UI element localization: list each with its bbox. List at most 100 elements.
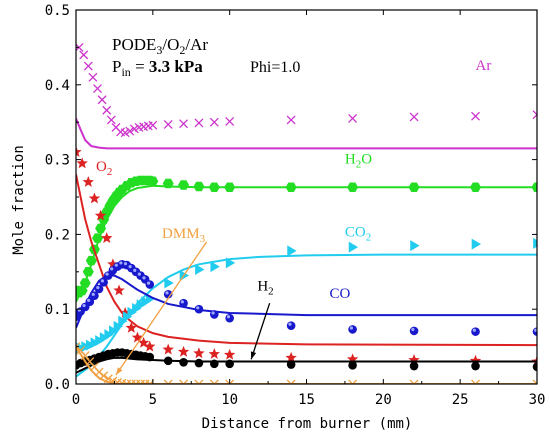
o2-data-point <box>177 345 190 357</box>
ar-data-point <box>194 118 204 128</box>
o2-data-point <box>162 343 174 355</box>
h2o-data-point <box>162 178 174 189</box>
ar-data-point <box>209 117 219 127</box>
ar-data-point <box>471 111 480 121</box>
ar-data-point <box>79 50 89 60</box>
dmm3-data-point <box>163 379 173 384</box>
o2-data-point <box>144 340 156 352</box>
dmm3-data-point <box>532 379 537 384</box>
h2-data-point <box>179 358 188 367</box>
y-tick-label: 0.4 <box>45 78 70 94</box>
o2-data-point <box>137 336 150 348</box>
o2-data-point <box>76 146 82 157</box>
o2-data-point <box>113 284 125 296</box>
y-tick-label: 0.1 <box>45 302 70 318</box>
h2-data-point <box>210 359 219 369</box>
co-marker-highlight <box>105 272 109 276</box>
o2-data-point <box>223 348 236 360</box>
co-marker-highlight <box>165 291 169 295</box>
phi-label: Phi=1.0 <box>250 59 300 76</box>
co-marker-highlight <box>114 263 118 267</box>
h2o-data-point <box>531 182 537 193</box>
o2-model-line <box>76 174 537 347</box>
o2-data-point <box>131 331 144 343</box>
h2-pointer-head <box>250 351 257 360</box>
dmm3-data-point <box>194 379 204 384</box>
co-marker-highlight <box>82 303 86 308</box>
co-marker-highlight <box>87 298 91 302</box>
x-tick-label: 15 <box>298 392 315 408</box>
co-data-point <box>409 326 419 336</box>
series-ar <box>76 42 537 150</box>
co-marker-highlight <box>288 322 292 326</box>
species-label-dmm3: DMM3 <box>162 226 206 245</box>
o2-data-point <box>285 351 297 363</box>
co-marker-highlight <box>110 267 114 271</box>
dmm3-data-point <box>348 379 358 384</box>
dmm3-data-point <box>113 378 122 384</box>
co-marker-highlight <box>133 268 137 272</box>
ar-data-point <box>532 110 537 120</box>
dmm3-data-point <box>209 379 219 384</box>
co-marker-highlight <box>472 328 476 332</box>
o2-data-point <box>119 306 131 318</box>
dmm3-data-point <box>179 379 189 384</box>
ar-data-point <box>83 61 93 71</box>
y-tick-label: 0.0 <box>45 377 70 393</box>
h2o-data-point <box>193 181 205 192</box>
co2-data-point <box>164 277 174 289</box>
co-marker-highlight <box>142 276 146 280</box>
o2-data-point <box>76 157 88 169</box>
ar-data-point <box>125 126 135 136</box>
species-label-ar: Ar <box>476 58 492 74</box>
h2o-data-point <box>95 223 107 234</box>
y-tick-label: 0.3 <box>45 153 70 169</box>
h2-data-point <box>194 358 204 368</box>
h2-data-point <box>225 359 234 369</box>
dmm3-data-point <box>286 379 296 384</box>
dmm3-data-point <box>80 351 90 361</box>
h2-data-point <box>286 360 296 369</box>
o2-data-point <box>94 209 107 221</box>
co2-data-point <box>225 257 236 269</box>
co2-data-point <box>210 261 220 273</box>
h2o-data-point <box>178 180 190 190</box>
co-marker-highlight <box>146 281 151 285</box>
co-data-point <box>145 280 155 289</box>
x-tick-label: 30 <box>529 392 546 408</box>
ar-model-line <box>76 118 537 150</box>
species-label-h2o: H2O <box>345 151 372 170</box>
ar-data-point <box>148 120 158 130</box>
o2-data-point <box>88 192 101 204</box>
ar-data-point <box>348 114 358 123</box>
h2-data-point <box>409 361 419 371</box>
species-label-co2: CO2 <box>345 225 371 244</box>
dmm3-pointer-head <box>115 367 123 376</box>
h2o-data-point <box>85 255 97 266</box>
h2o-model-line <box>76 184 537 303</box>
co-marker-highlight <box>411 327 415 332</box>
pressure-label: Pin = 3.3 kPa <box>112 57 203 79</box>
x-tick-label: 25 <box>452 392 469 408</box>
o2-data-point <box>125 321 138 333</box>
co-data-point <box>471 327 480 336</box>
o2-data-point <box>469 354 482 366</box>
dmm3-data-point <box>99 371 109 381</box>
series-dmm3 <box>76 342 537 384</box>
h2o-data-point <box>92 233 104 243</box>
ar-data-point <box>106 115 116 125</box>
o2-data-point <box>193 347 205 359</box>
series-co <box>76 260 537 336</box>
ar-data-point <box>409 112 419 122</box>
ar-data-point <box>102 105 112 115</box>
co2-data-point <box>348 241 359 253</box>
o2-data-point <box>82 176 94 187</box>
h2o-data-point <box>208 182 220 193</box>
mixture-label: PODE3/O2/Ar <box>112 35 208 57</box>
co2-data-point <box>410 240 420 252</box>
h2-data-point <box>532 362 537 372</box>
co-data-point <box>179 298 188 308</box>
co-data-point <box>210 310 219 319</box>
co-marker-highlight <box>119 261 123 265</box>
